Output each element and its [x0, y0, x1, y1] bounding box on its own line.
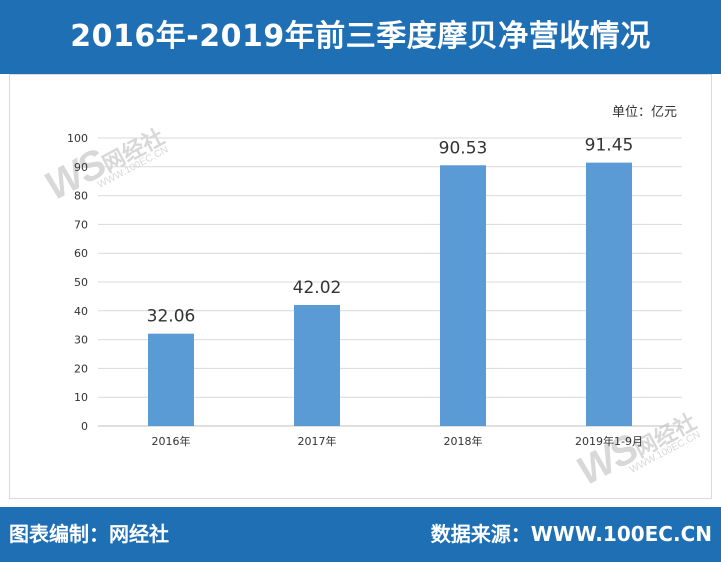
y-tick-label: 60	[74, 247, 88, 260]
x-tick-label: 2016年	[152, 434, 191, 448]
unit-label: 单位：亿元	[611, 105, 677, 120]
y-tick-label: 30	[74, 334, 88, 347]
y-tick-label: 50	[74, 276, 88, 289]
title-banner: 2016年-2019年前三季度摩贝净营收情况	[0, 0, 721, 74]
x-tick-label: 2019年1-9月	[575, 434, 643, 448]
y-tick-label: 100	[67, 132, 88, 145]
x-tick-label: 2018年	[444, 434, 483, 448]
y-tick-label: 20	[74, 362, 88, 375]
chart-title: 2016年-2019年前三季度摩贝净营收情况	[70, 19, 651, 54]
y-tick-label: 10	[74, 391, 88, 404]
y-tick-label: 40	[74, 305, 88, 318]
x-tick-label: 2017年	[298, 434, 337, 448]
data-label: 90.53	[439, 138, 488, 158]
chart-editor-credit: 图表编制：网经社	[9, 522, 169, 546]
y-tick-label: 0	[81, 420, 88, 433]
bar	[440, 165, 486, 426]
y-tick-label: 70	[74, 218, 88, 231]
bar	[586, 162, 632, 426]
data-label: 42.02	[293, 278, 342, 298]
bar-chart: 0 10 20 30 40 50 60 70 80 90 100 32.06 2016年 42.02 201…	[67, 132, 682, 448]
y-tick-label: 90	[74, 161, 88, 174]
footer-banner: 图表编制：网经社 数据来源：WWW.100EC.CN	[0, 507, 721, 562]
bar	[294, 304, 340, 426]
y-tick-label: 80	[74, 190, 88, 203]
data-label: 91.45	[585, 136, 634, 156]
bar	[148, 333, 194, 426]
data-label: 32.06	[147, 307, 196, 327]
data-source: 数据来源：WWW.100EC.CN	[430, 522, 712, 546]
